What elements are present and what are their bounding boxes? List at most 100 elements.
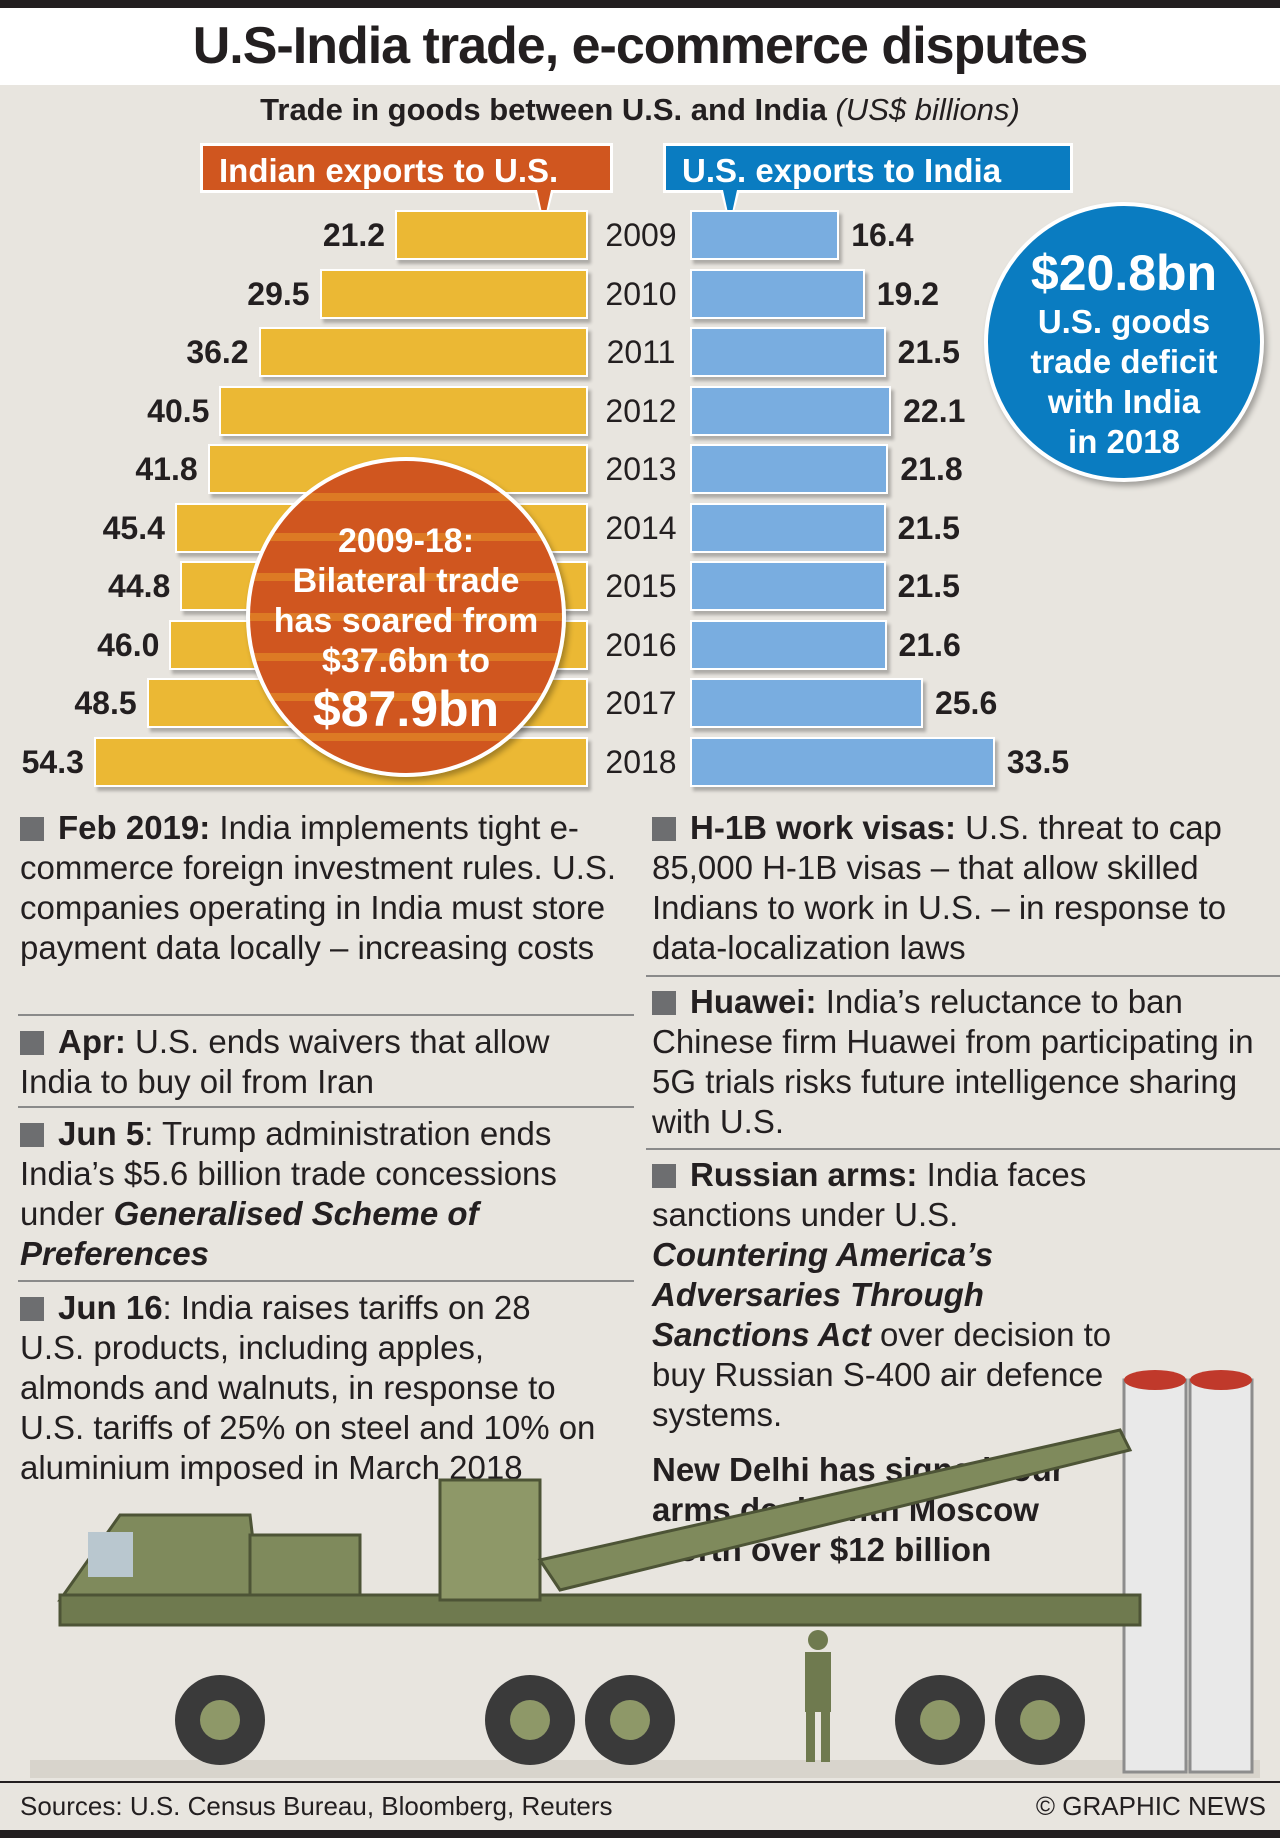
event-text: : Trump administration ends India’s $5.6… [20,1115,557,1232]
bullet-square-icon [20,1297,44,1321]
value-label-indian: 21.2 [322,217,386,253]
bilateral-text: 2009-18: [337,522,475,560]
bar-indian-exports [219,385,588,436]
deficit-text: with India [1047,383,1201,420]
footer-rule [0,1781,1280,1783]
divider [646,1148,1280,1150]
event-text: U.S. ends waivers that allow India to bu… [20,1023,550,1100]
top-rule [0,0,1280,8]
bar-us-exports [690,619,887,670]
value-label-indian: 41.8 [135,451,198,487]
credit: © GRAPHIC NEWS [1035,1791,1266,1821]
value-label-indian: 48.5 [74,685,137,721]
year-label: 2017 [605,685,677,721]
bilateral-text: has soared from [273,602,539,640]
year-label: 2016 [605,626,677,663]
page-title: U.S-India trade, e-commerce disputes [0,8,1280,85]
bar-us-exports [690,561,886,611]
bar-us-exports [690,502,886,553]
event-feb-2019: Feb 2019: India implements tight e-comme… [20,808,630,968]
value-label-indian: 36.2 [186,334,249,370]
legend-us-exports: U.S. exports to India [663,143,1073,193]
value-label-us: 33.5 [1006,743,1070,780]
value-label-indian: 29.5 [247,275,310,312]
deficit-callout: $20.8bn U.S. goods trade deficit with In… [984,202,1264,482]
soldier-figure [805,1630,831,1762]
value-label-us: 16.4 [851,217,914,253]
issue-text: over decision to buy Russian S-400 air d… [652,1316,1112,1433]
year-label: 2018 [605,743,677,780]
issue-text: India faces sanctions under U.S. [652,1156,1087,1233]
value-label-us: 21.5 [897,568,960,604]
bilateral-trade-callout: 2009-18: Bilateral trade has soared from… [246,457,566,777]
bar-us-exports [690,736,995,787]
bullet-square-icon [652,991,676,1015]
bullet-square-icon [652,817,676,841]
bullet-square-icon [20,817,44,841]
event-head: Jun 5 [58,1115,145,1152]
deficit-text: in 2018 [1068,423,1180,460]
bar-us-exports [690,268,865,319]
value-label-indian: 46.0 [97,626,160,663]
deficit-text: U.S. goods [1037,303,1211,340]
value-label-us: 19.2 [876,275,939,312]
deficit-amount: $20.8bn [1030,245,1218,301]
event-head: Jun 16 [58,1289,163,1326]
bilateral-amount: $87.9bn [312,681,500,737]
bullet-square-icon [20,1031,44,1055]
missile-tubes [1122,1370,1254,1774]
value-label-us: 21.8 [900,451,963,487]
issue-head: Russian arms: [690,1156,918,1193]
value-label-us: 21.5 [897,334,960,370]
issue-text: U.S. threat to cap 85,000 H-1B visas – t… [652,809,1227,966]
bottom-rule [0,1830,1280,1838]
bar-indian-exports [319,268,588,319]
divider [18,1280,634,1282]
ground-shadow [30,1760,1260,1778]
event-head: Feb 2019: [58,809,211,846]
value-label-us: 21.6 [898,626,961,663]
issue-italic: Countering America’s Adversaries Through… [652,1236,994,1353]
year-label: 2012 [605,392,677,429]
bar-us-exports [690,444,889,494]
event-apr: Apr: U.S. ends waivers that allow India … [20,1022,630,1102]
event-italic: Generalised Scheme of Preferences [20,1195,479,1272]
issue-head: H-1B work visas: [690,809,956,846]
divider [18,1014,634,1016]
bar-us-exports [690,327,886,377]
subtitle-text: Trade in goods between U.S. and India [260,92,827,127]
value-label-us: 22.1 [903,392,966,429]
value-label-indian: 54.3 [21,743,84,780]
bilateral-text: $37.6bn to [321,642,491,680]
event-text: India implements tight e-commerce foreig… [20,809,617,966]
legend-indian-exports: Indian exports to U.S. [200,143,613,193]
value-label-indian: 40.5 [147,392,210,429]
event-head: Apr: [58,1023,126,1060]
bar-us-exports [690,385,892,436]
year-label: 2014 [605,509,677,546]
bullet-square-icon [652,1164,676,1188]
chart-subtitle: Trade in goods between U.S. and India (U… [0,92,1280,128]
bullet-square-icon [20,1123,44,1147]
year-label: 2011 [606,334,676,370]
value-label-us: 21.5 [897,509,960,546]
event-jun-5: Jun 5: Trump administration ends India’s… [20,1114,630,1274]
wheel-hubs [200,1700,1060,1740]
sources: Sources: U.S. Census Bureau, Bloomberg, … [20,1791,613,1821]
launcher-truck [57,1428,1142,1627]
event-jun-16: Jun 16: India raises tariffs on 28 U.S. … [20,1288,600,1488]
value-label-indian: 45.4 [102,509,165,546]
issue-text: India’s reluctance to ban Chinese firm H… [652,983,1254,1140]
s400-launcher-illustration [30,1370,1260,1778]
bar-indian-exports [258,327,588,377]
deficit-text: trade deficit [1030,343,1218,380]
event-text: : India raises tariffs on 28 U.S. produc… [20,1289,596,1486]
bar-us-exports [690,678,923,728]
year-label: 2015 [605,568,677,604]
issue-h1b: H-1B work visas: U.S. threat to cap 85,0… [652,808,1262,968]
subtitle-units: (US$ billions) [835,92,1020,127]
divider [646,975,1280,977]
bar-indian-exports [395,210,588,260]
bar-us-exports [690,210,840,260]
year-label: 2013 [605,451,677,487]
